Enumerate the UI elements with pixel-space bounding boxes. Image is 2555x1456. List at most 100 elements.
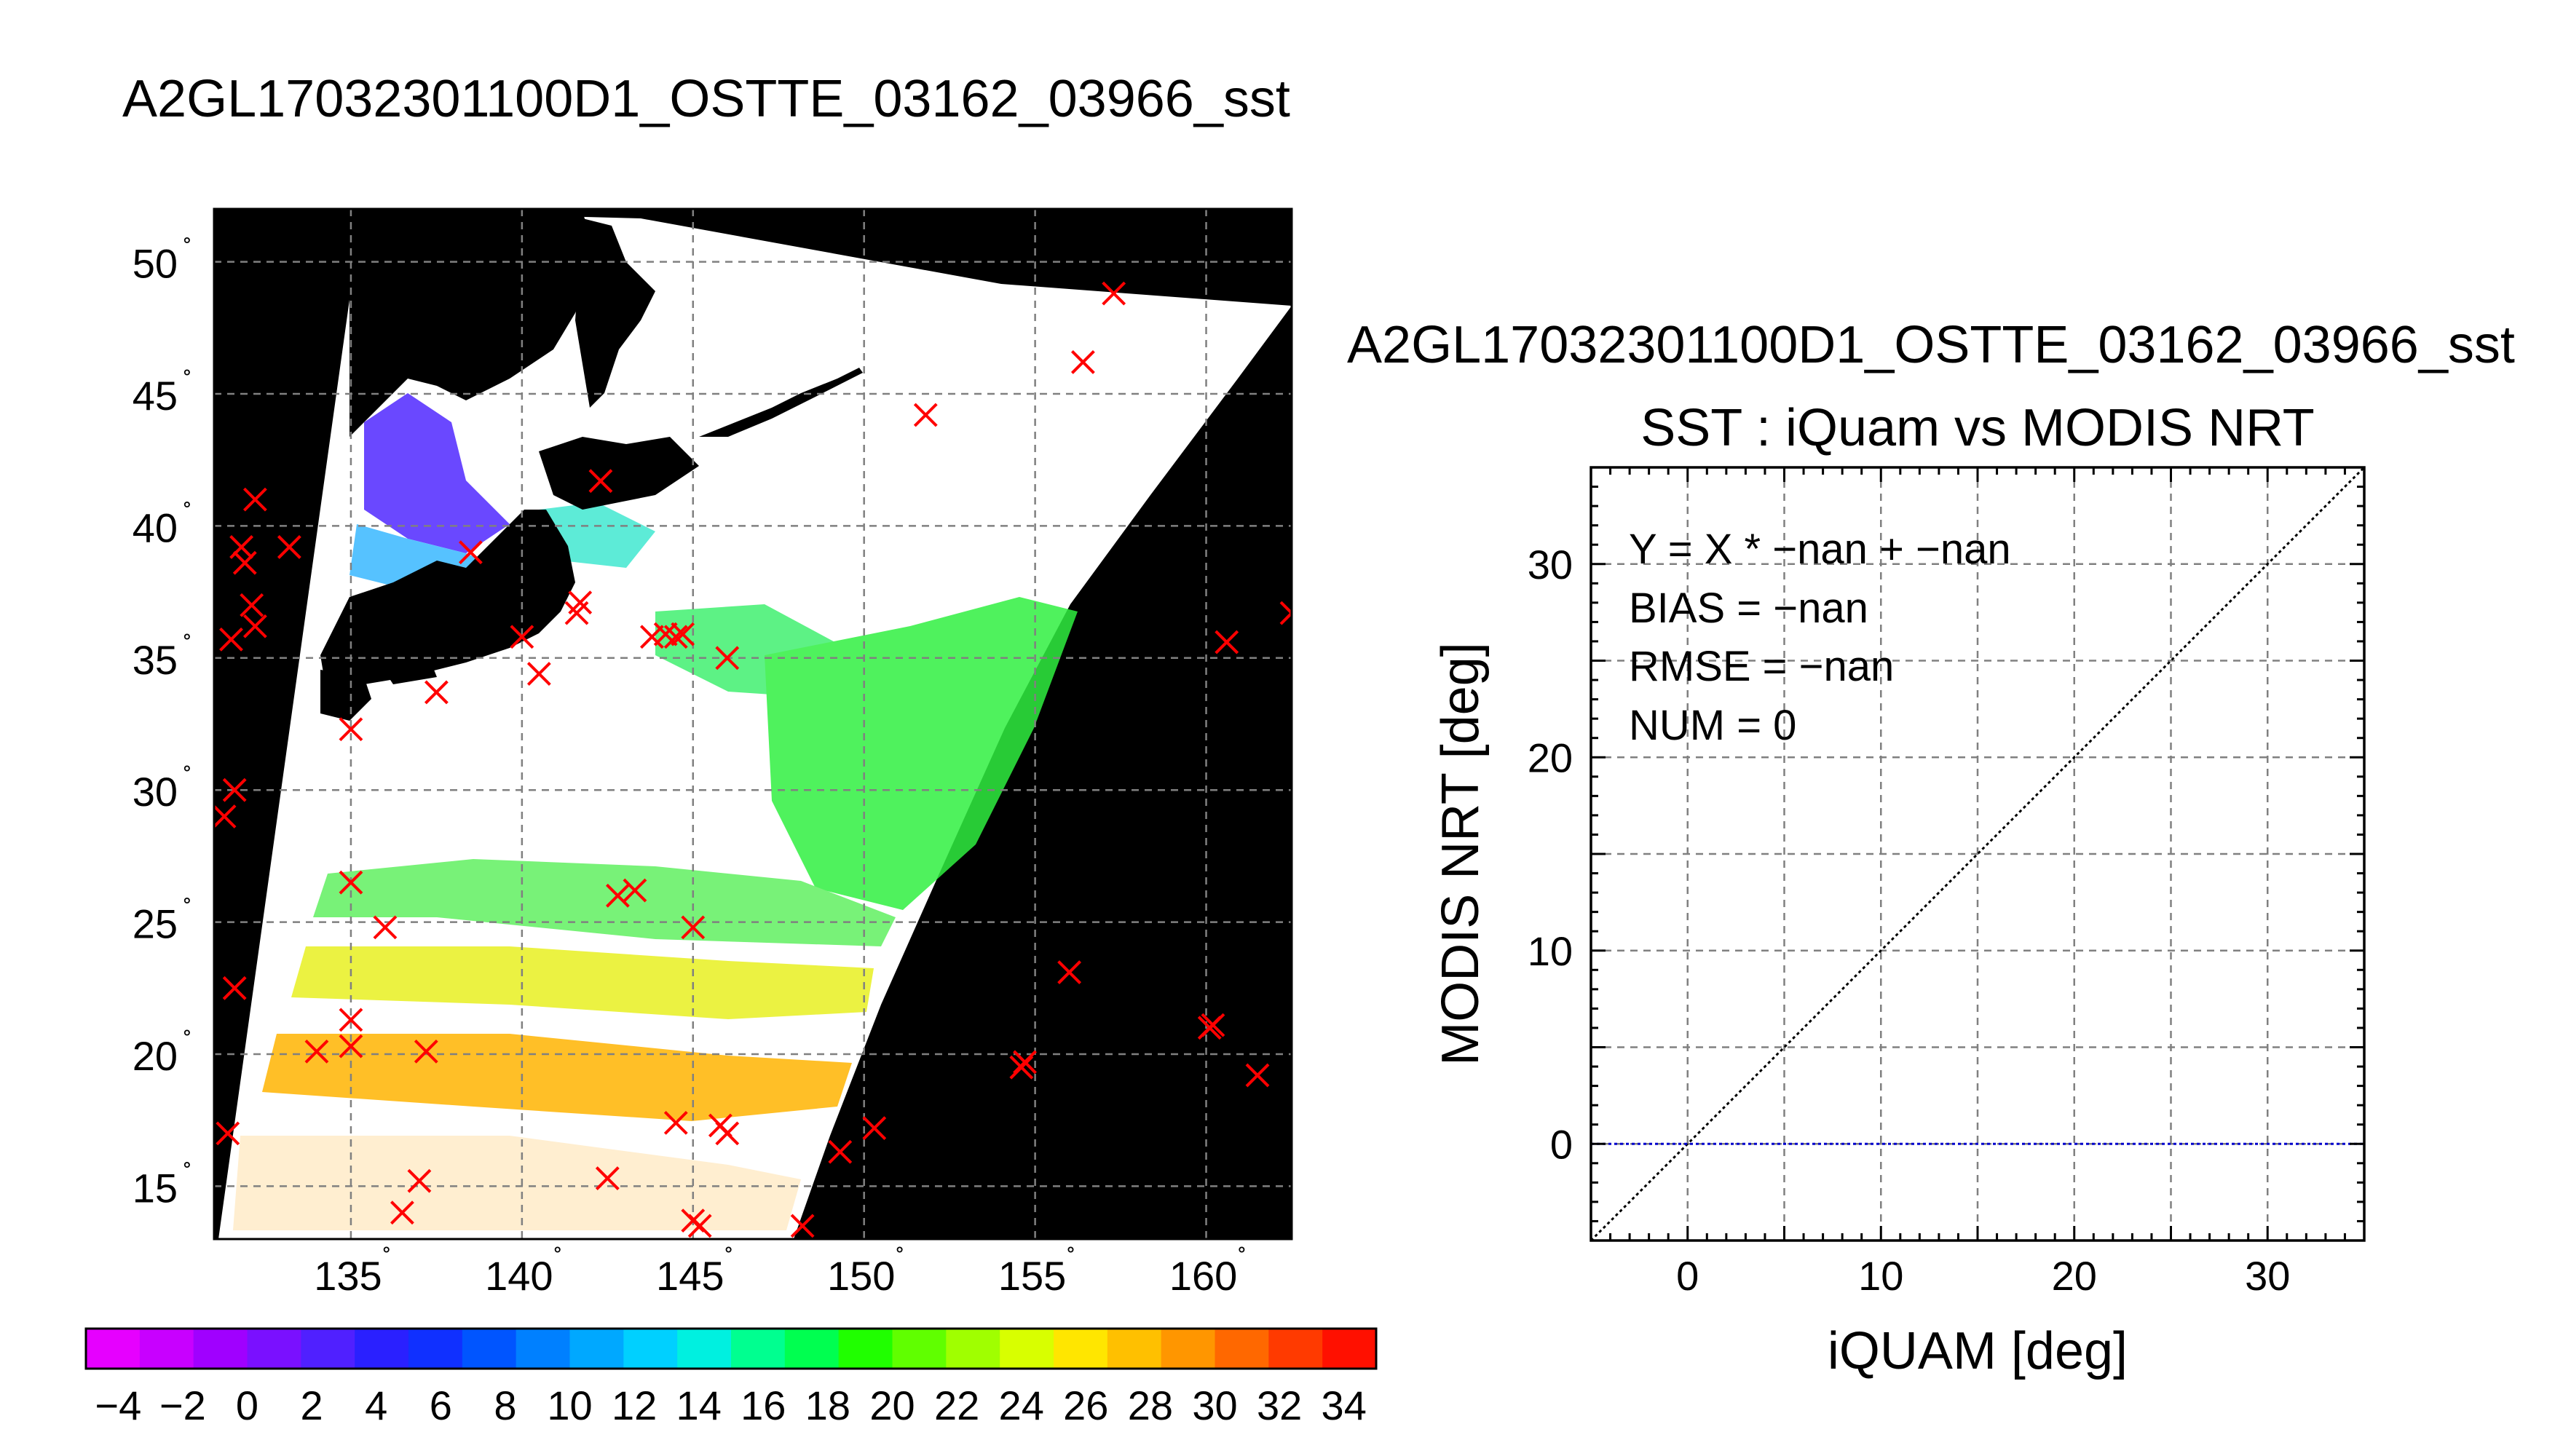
degree-symbol: ˚ [183, 236, 191, 264]
obs-marker [229, 534, 254, 559]
land-hokkaido [539, 437, 699, 510]
sst-region-green-mid [313, 859, 896, 946]
obs-marker [1201, 1013, 1225, 1037]
colorbar-segment [1161, 1329, 1215, 1369]
scatter-stat-num: NUM = 0 [1629, 702, 1796, 749]
colorbar-segment [1322, 1329, 1377, 1369]
colorbar-segment [193, 1329, 248, 1369]
scatter-reference-lines [1591, 467, 2364, 1241]
land-shikoku [379, 659, 437, 684]
degree-symbol: ˚ [1239, 1245, 1247, 1273]
lat-tick-label: 25 [133, 901, 178, 947]
y-tick-label: 30 [1528, 542, 1573, 587]
land-asia-north [350, 211, 597, 437]
obs-marker [390, 1200, 414, 1225]
colorbar-tick-label: 0 [236, 1382, 258, 1428]
land [320, 211, 863, 721]
land-sakhalin [575, 218, 655, 408]
land-korea-honshu [320, 510, 575, 699]
x-tick-label: 10 [1858, 1253, 1903, 1299]
colorbar-segment [139, 1329, 194, 1369]
colorbar-tick-label: 22 [934, 1382, 979, 1428]
sst-region-pale-orange [233, 1136, 801, 1230]
colorbar-tick-label: −2 [159, 1382, 206, 1428]
y-tick-label: 20 [1528, 735, 1573, 780]
obs-marker [1215, 630, 1239, 654]
colorbar-segment [1107, 1329, 1162, 1369]
obs-marker [595, 1166, 620, 1190]
obs-marker [715, 1121, 740, 1146]
obs-marker [1070, 350, 1095, 374]
scatter-y-axis-label: MODIS NRT [deg] [1431, 642, 1490, 1066]
colorbar-segment [731, 1329, 786, 1369]
colorbar-segment [408, 1329, 463, 1369]
obs-marker [373, 915, 398, 940]
lat-tick-labels: 15 ˚20 ˚25 ˚30 ˚35 ˚40 ˚45 ˚50 ˚ [133, 236, 192, 1211]
degree-symbol: ˚ [183, 896, 191, 924]
colorbar-tick-label: 8 [494, 1382, 516, 1428]
colorbar-tick-label: 30 [1192, 1382, 1237, 1428]
colorbar-segment [569, 1329, 624, 1369]
degree-symbol: ˚ [183, 1160, 191, 1187]
lon-tick-label: 140 [485, 1253, 553, 1299]
colorbar-tick-label: 6 [430, 1382, 452, 1428]
y-tick-label: 10 [1528, 928, 1573, 974]
colorbar-segment [838, 1329, 893, 1369]
map-title: A2GL17032301100D1_OSTTE_03162_03966_sst [122, 70, 1290, 128]
obs-marker [510, 625, 534, 649]
obs-marker [240, 593, 264, 617]
scatter-tick-marks [1590, 466, 2366, 1242]
obs-marker [568, 590, 593, 615]
colorbar-tick-label: 10 [547, 1382, 592, 1428]
obs-marker [219, 627, 243, 652]
colorbar-segment [462, 1329, 517, 1369]
obs-marker [339, 717, 363, 742]
obs-marker [339, 1008, 363, 1032]
degree-symbol: ˚ [554, 1245, 562, 1273]
obs-marker [216, 1121, 240, 1146]
obs-marker [671, 622, 695, 646]
obs-marker [242, 487, 267, 512]
colorbar-segment [946, 1329, 1000, 1369]
obs-marker [232, 550, 257, 575]
colorbar-frame [84, 1327, 1378, 1370]
map-grid [214, 209, 1292, 1239]
lat-tick-label: 30 [133, 769, 178, 815]
scatter-top-title: A2GL17032301100D1_OSTTE_03162_03966_sst [1347, 316, 2515, 374]
colorbar-segment [677, 1329, 732, 1369]
obs-marker [242, 614, 267, 638]
obs-marker [623, 878, 647, 903]
lon-tick-label: 145 [656, 1253, 724, 1299]
obs-marker [1009, 1055, 1034, 1080]
sst-region-yellow [291, 946, 874, 1019]
scatter-y-tick-labels: 0 10 20 30 [1528, 542, 1573, 1168]
map-panel [214, 209, 1292, 1239]
obs-marker [828, 1139, 853, 1164]
colorbar-tick-label: 24 [999, 1382, 1044, 1428]
scatter-panel: 0 10 20 30 0 10 20 30 [1528, 466, 2366, 1299]
colorbar-tick-label: 16 [741, 1382, 786, 1428]
lat-tick-label: 20 [133, 1033, 178, 1079]
x-tick-label: 0 [1676, 1253, 1699, 1299]
identity-line [1591, 467, 2364, 1241]
obs-marker [663, 1110, 688, 1135]
colorbar-segment [1215, 1329, 1269, 1369]
lat-tick-label: 50 [133, 241, 178, 287]
colorbar-segment [355, 1329, 409, 1369]
lat-tick-label: 45 [133, 373, 178, 419]
scatter-stat-bias: BIAS = −nan [1629, 585, 1868, 632]
obs-marker [1102, 281, 1126, 306]
obs-marker [790, 1214, 815, 1238]
colorbar-tick-label: 12 [612, 1382, 657, 1428]
colorbar-tick-label: 20 [869, 1382, 915, 1428]
colorbar-segment [623, 1329, 678, 1369]
lon-tick-labels: 135 ˚ 140 ˚ 145 ˚ 150 ˚ 155 ˚ 160 ˚ [314, 1245, 1247, 1299]
sst-field [233, 393, 1078, 1230]
colorbar-tick-label: 34 [1322, 1382, 1367, 1428]
obs-marker [304, 1039, 329, 1064]
colorbar-segment [516, 1329, 570, 1369]
degree-symbol: ˚ [183, 764, 191, 791]
lat-tick-label: 35 [133, 637, 178, 683]
lat-tick-label: 15 [133, 1165, 178, 1211]
x-tick-label: 30 [2245, 1253, 2290, 1299]
